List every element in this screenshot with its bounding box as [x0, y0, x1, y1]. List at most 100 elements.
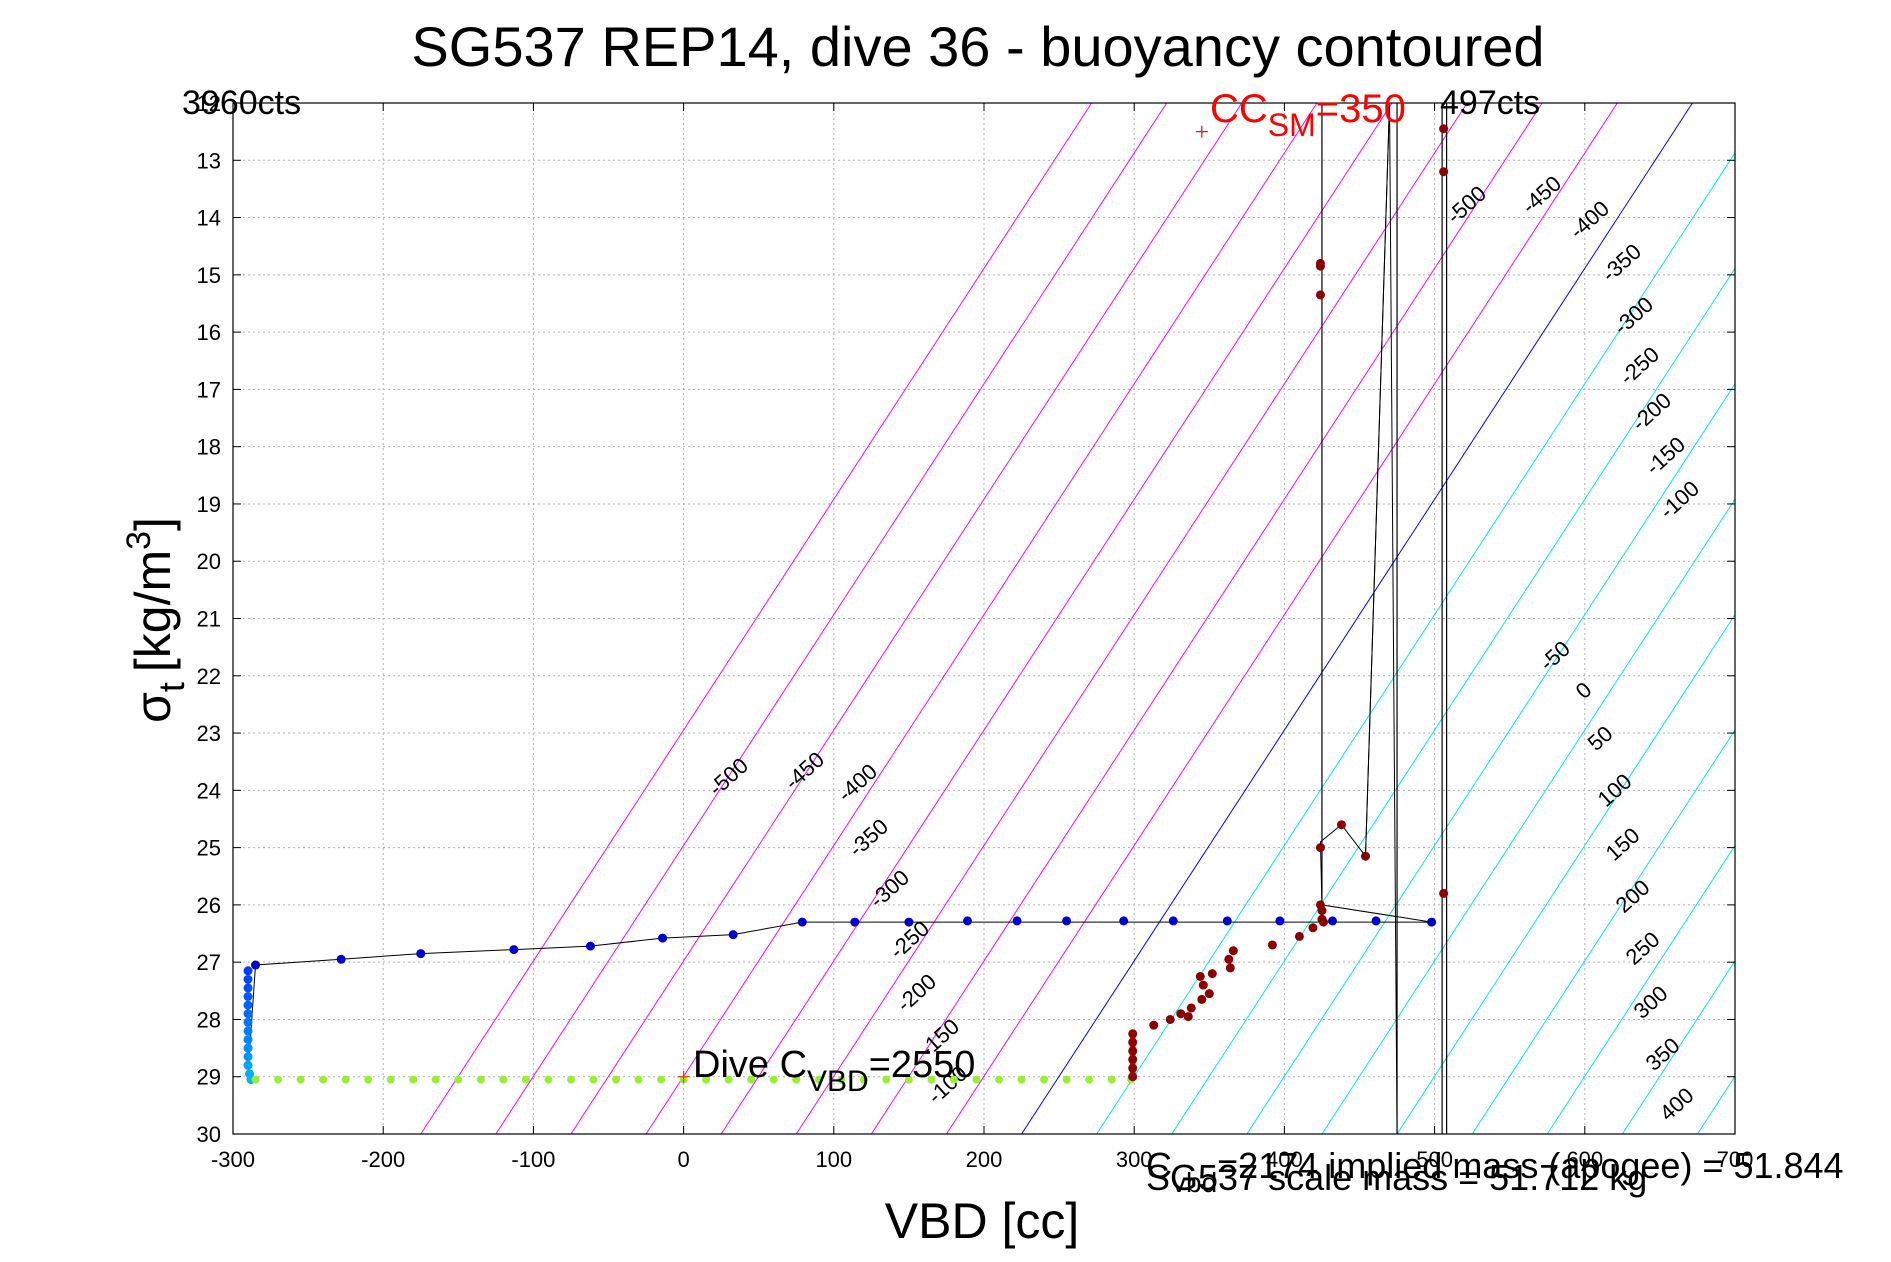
data-point	[1317, 914, 1327, 924]
data-point	[1294, 931, 1304, 941]
y-axis-label-units: [kg/m	[125, 550, 181, 672]
data-point	[341, 1075, 350, 1084]
data-point	[1228, 946, 1238, 956]
implied-mass-prefix: C	[1146, 1145, 1172, 1186]
dive-cvbd-value: =2550	[869, 1044, 976, 1086]
contour-line	[570, 103, 1243, 1134]
contour-line	[645, 103, 1318, 1134]
y-tick-label: 18	[197, 435, 221, 460]
data-point	[566, 1075, 575, 1084]
data-point	[1225, 963, 1235, 973]
max-counts-label: 497cts	[1440, 84, 1540, 122]
data-point	[1176, 1009, 1186, 1019]
data-point	[431, 1075, 440, 1084]
data-point	[544, 1075, 553, 1084]
data-point	[1327, 916, 1337, 926]
data-point	[904, 1075, 913, 1084]
axis-ticks: -300 -200 -100 0 100 200 300 400 500 600 700 12 13 14…	[197, 91, 1754, 1172]
data-point	[1107, 1075, 1116, 1084]
contour-line	[795, 103, 1468, 1134]
data-point	[243, 1026, 253, 1036]
data-point	[995, 1075, 1004, 1084]
dive-cvbd-prefix: Dive C	[693, 1044, 807, 1086]
contour-line	[1096, 152, 1735, 1134]
data-point	[319, 1075, 328, 1084]
contour-line	[1471, 729, 1735, 1134]
data-point	[364, 1075, 373, 1084]
contour-line	[720, 103, 1393, 1134]
implied-mass-value: =2174 implied mass (apogee) = 51.844	[1217, 1145, 1843, 1186]
data-point	[1128, 1037, 1138, 1047]
y-axis-label-close: ]	[125, 517, 181, 531]
data-point	[949, 1075, 958, 1084]
data-point	[243, 1009, 253, 1019]
data-point	[243, 1052, 253, 1062]
data-point	[1267, 940, 1277, 950]
data-point	[296, 1075, 305, 1084]
data-point	[1207, 969, 1217, 979]
y-tick-label: 19	[197, 492, 221, 517]
data-point	[882, 1075, 891, 1084]
y-tick-label: 29	[197, 1065, 221, 1090]
cc-sm-label: CCSM=350	[1210, 87, 1406, 143]
data-point	[1204, 989, 1214, 999]
data-point	[850, 917, 860, 927]
y-axis-label-sub: t	[151, 682, 192, 692]
contour-line	[1546, 844, 1735, 1134]
scale-mass-label: SG537 scale mass = 51.712 kg	[1146, 1157, 1647, 1198]
contour-line	[1246, 382, 1735, 1134]
data-point	[927, 1075, 936, 1084]
data-point	[1371, 916, 1381, 926]
data-point	[1128, 1072, 1138, 1082]
contour-line	[870, 103, 1543, 1134]
data-point	[972, 1075, 981, 1084]
data-point	[1085, 1075, 1094, 1084]
dive-cvbd-label: Dive CVBD=2550	[693, 1044, 975, 1098]
data-point	[251, 1075, 260, 1084]
contour-line	[946, 103, 1618, 1134]
contour-line	[1321, 498, 1735, 1134]
x-tick-label: 400	[1266, 1147, 1303, 1172]
data-point	[1149, 1020, 1159, 1030]
data-point	[243, 992, 253, 1002]
data-point	[521, 1075, 530, 1084]
data-point	[859, 1075, 868, 1084]
data-point	[769, 1075, 778, 1084]
y-tick-label: 25	[197, 836, 221, 861]
data-point	[1315, 290, 1325, 300]
data-point	[634, 1075, 643, 1084]
y-tick-label: 21	[197, 607, 221, 632]
data-point	[1165, 1014, 1175, 1024]
y-tick-label: 14	[197, 206, 221, 231]
x-tick-label: 200	[966, 1147, 1003, 1172]
data-point	[837, 1075, 846, 1084]
data-point	[243, 966, 253, 976]
x-tick-label: 500	[1416, 1147, 1453, 1172]
data-point	[1119, 916, 1129, 926]
grid	[233, 103, 1735, 1134]
data-point	[416, 949, 426, 959]
trace-spike	[1365, 103, 1391, 857]
data-point	[814, 1075, 823, 1084]
y-axis-label-sup: 3	[120, 531, 158, 550]
implied-mass-sub: vbd	[1172, 1167, 1217, 1198]
y-tick-label: 28	[197, 1007, 221, 1032]
data-point	[747, 1075, 756, 1084]
data-point	[1128, 1063, 1138, 1073]
cc-sm-value: =350	[1316, 87, 1406, 131]
data-point	[1186, 1003, 1196, 1013]
x-tick-label: 700	[1717, 1147, 1754, 1172]
data-point	[1168, 916, 1178, 926]
data-points	[243, 124, 1449, 1085]
y-tick-label: 23	[197, 721, 221, 746]
contour-line	[420, 103, 1093, 1134]
data-point	[243, 1043, 253, 1053]
data-point	[1195, 971, 1205, 981]
data-point	[1040, 1075, 1049, 1084]
data-point	[612, 1075, 621, 1084]
data-point	[243, 1000, 253, 1010]
data-point	[724, 1075, 733, 1084]
data-point	[1439, 888, 1449, 898]
x-tick-label: 600	[1566, 1147, 1603, 1172]
data-point	[386, 1075, 395, 1084]
